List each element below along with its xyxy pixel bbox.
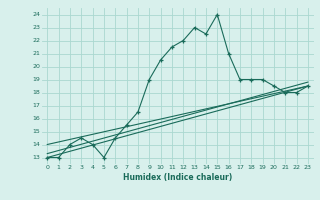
X-axis label: Humidex (Indice chaleur): Humidex (Indice chaleur) [123, 173, 232, 182]
